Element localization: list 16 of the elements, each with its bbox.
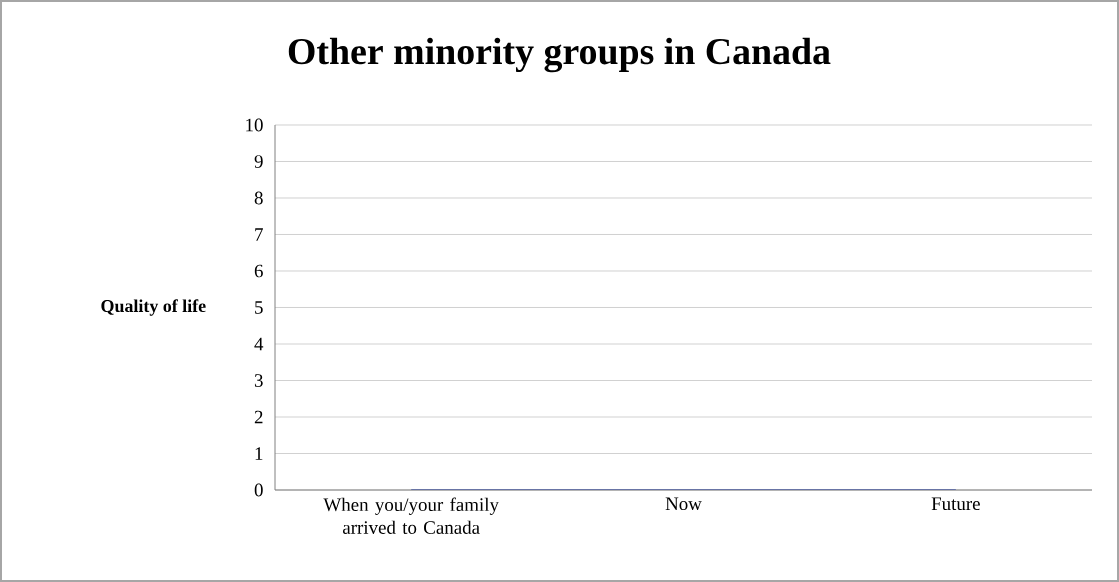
x-tick-label: Now	[665, 497, 702, 511]
y-tick-label: 7	[255, 228, 263, 241]
y-tick-label: 5	[255, 301, 263, 314]
y-tick-label: 10	[246, 118, 263, 132]
y-tick-label: 4	[254, 337, 264, 351]
y-tick-label: 8	[254, 191, 263, 205]
y-tick-label: 3	[254, 374, 263, 387]
y-tick-label: 6	[254, 264, 263, 278]
y-axis-title: Quality of life	[101, 299, 206, 316]
y-tick-label: 2	[254, 410, 263, 424]
y-tick-label: 9	[254, 155, 263, 168]
x-tick-label: When you/your family arrived to Canada	[323, 497, 499, 534]
x-tick-label: Future	[931, 497, 980, 511]
y-tick-label: 0	[254, 483, 263, 497]
chart-title: Other minority groups in Canada	[288, 37, 831, 73]
y-tick-label: 1	[255, 447, 263, 460]
